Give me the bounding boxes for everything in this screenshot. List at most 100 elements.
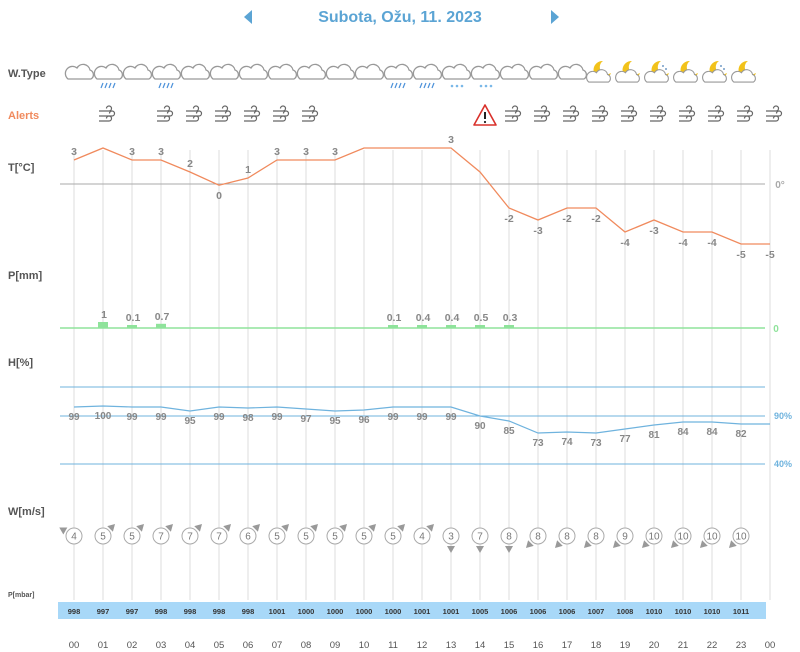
wind-stroke	[273, 110, 290, 117]
precipitation-bar	[98, 322, 108, 328]
weather-type-label: W.Type	[8, 68, 46, 80]
rain-drop	[394, 82, 398, 89]
wind-stroke	[244, 105, 258, 112]
pressure-value: 1011	[733, 607, 749, 616]
wind-stroke	[505, 105, 519, 112]
rain-drop	[419, 82, 423, 89]
wind-speed: 8	[506, 532, 512, 543]
wind-icon	[505, 105, 522, 122]
cloud-shape	[441, 63, 472, 80]
hour-tick: 13	[446, 640, 457, 651]
cloud-shape	[644, 69, 669, 83]
hour-tick: 15	[504, 640, 515, 651]
wind-marker: 10	[728, 527, 750, 549]
wind-speed: 10	[706, 532, 718, 543]
wind-icon	[592, 105, 609, 122]
pressure-value: 1010	[646, 607, 663, 616]
wind-circle	[384, 527, 402, 545]
humidity-90-label: 90%	[774, 411, 792, 421]
humidity-value: 90	[474, 421, 486, 432]
pressure-value: 998	[213, 607, 226, 616]
temperature-value: -5	[736, 249, 745, 261]
cloud-snow-icon	[470, 63, 501, 88]
humidity-value: 100	[95, 411, 112, 422]
snow-flake	[455, 84, 459, 88]
wind-speed: 7	[187, 532, 193, 543]
humidity-label: H[%]	[8, 357, 34, 369]
rain-drop	[112, 82, 116, 89]
rain-drop	[398, 82, 402, 89]
precipitation-value: 0.5	[474, 312, 489, 324]
wind-icon	[621, 105, 638, 122]
cloud-snow-icon	[441, 63, 472, 88]
moon-cloud-icon	[615, 60, 640, 83]
wind-circle	[703, 527, 721, 545]
wind-stroke	[157, 105, 171, 112]
chevron-right-icon[interactable]	[551, 10, 559, 24]
cloud-icon	[238, 63, 269, 80]
wind-circle	[152, 527, 170, 545]
pressure-label: P[mbar]	[8, 592, 35, 599]
wind-stroke	[505, 115, 519, 122]
wind-circle	[500, 527, 518, 545]
wind-speed: 10	[677, 532, 689, 543]
wind-icon	[679, 105, 696, 122]
hour-tick: 00	[765, 640, 776, 651]
temperature-value: 3	[332, 146, 338, 158]
wind-stroke	[157, 115, 171, 122]
moon-star-icon	[644, 60, 669, 83]
humidity-value: 77	[619, 434, 631, 445]
wind-stroke	[273, 105, 287, 112]
wind-stroke	[679, 105, 693, 112]
wind-icon	[766, 105, 783, 122]
wind-direction-arrow	[670, 540, 679, 549]
temperature-value: 3	[158, 146, 164, 158]
rain-drop	[162, 82, 166, 89]
star-dot	[720, 65, 722, 67]
wind-icon	[273, 105, 290, 122]
wind-circle	[471, 527, 489, 545]
cloud-icon	[557, 63, 588, 80]
temperature-value: -4	[678, 237, 687, 249]
wind-stroke	[302, 105, 316, 112]
rain-drop	[104, 82, 108, 89]
wind-marker: 8	[500, 527, 518, 553]
temperature-value: -2	[562, 213, 571, 225]
wind-direction-arrow	[339, 523, 348, 532]
precipitation-zero-label: 0	[773, 324, 779, 335]
wind-stroke	[737, 110, 754, 117]
wind-icon	[737, 105, 754, 122]
wind-speed: 10	[648, 532, 660, 543]
humidity-value: 99	[213, 412, 225, 423]
precipitation-bar	[446, 325, 456, 328]
wind-marker: 5	[297, 523, 319, 545]
chevron-left-icon[interactable]	[244, 10, 252, 24]
cloud-icon	[267, 63, 298, 80]
wind-circle	[239, 527, 257, 545]
hour-tick: 10	[359, 640, 370, 651]
cloud-rain-icon	[383, 63, 414, 89]
cloud-shape	[499, 63, 530, 80]
wind-circle	[181, 527, 199, 545]
wind-stroke	[563, 105, 577, 112]
precipitation-value: 0.4	[416, 312, 431, 324]
wind-circle	[210, 527, 228, 545]
wind-stroke	[766, 110, 783, 117]
precipitation-value: 0.1	[126, 312, 141, 324]
cloud-shape	[296, 63, 327, 80]
temperature-value: 3	[71, 146, 77, 158]
humidity-value: 99	[416, 412, 428, 423]
wind-stroke	[708, 105, 722, 112]
humidity-value: 73	[590, 438, 602, 449]
precipitation-label: P[mm]	[8, 270, 43, 282]
pressure-value: 1000	[298, 607, 315, 616]
wind-speed: 5	[332, 532, 338, 543]
precipitation-bar	[417, 325, 427, 328]
pressure-value: 998	[242, 607, 255, 616]
temperature-value: -2	[504, 213, 513, 225]
wind-stroke	[99, 110, 116, 117]
cloud-shape	[151, 63, 182, 80]
hour-tick: 04	[185, 640, 196, 651]
wind-stroke	[679, 115, 693, 122]
